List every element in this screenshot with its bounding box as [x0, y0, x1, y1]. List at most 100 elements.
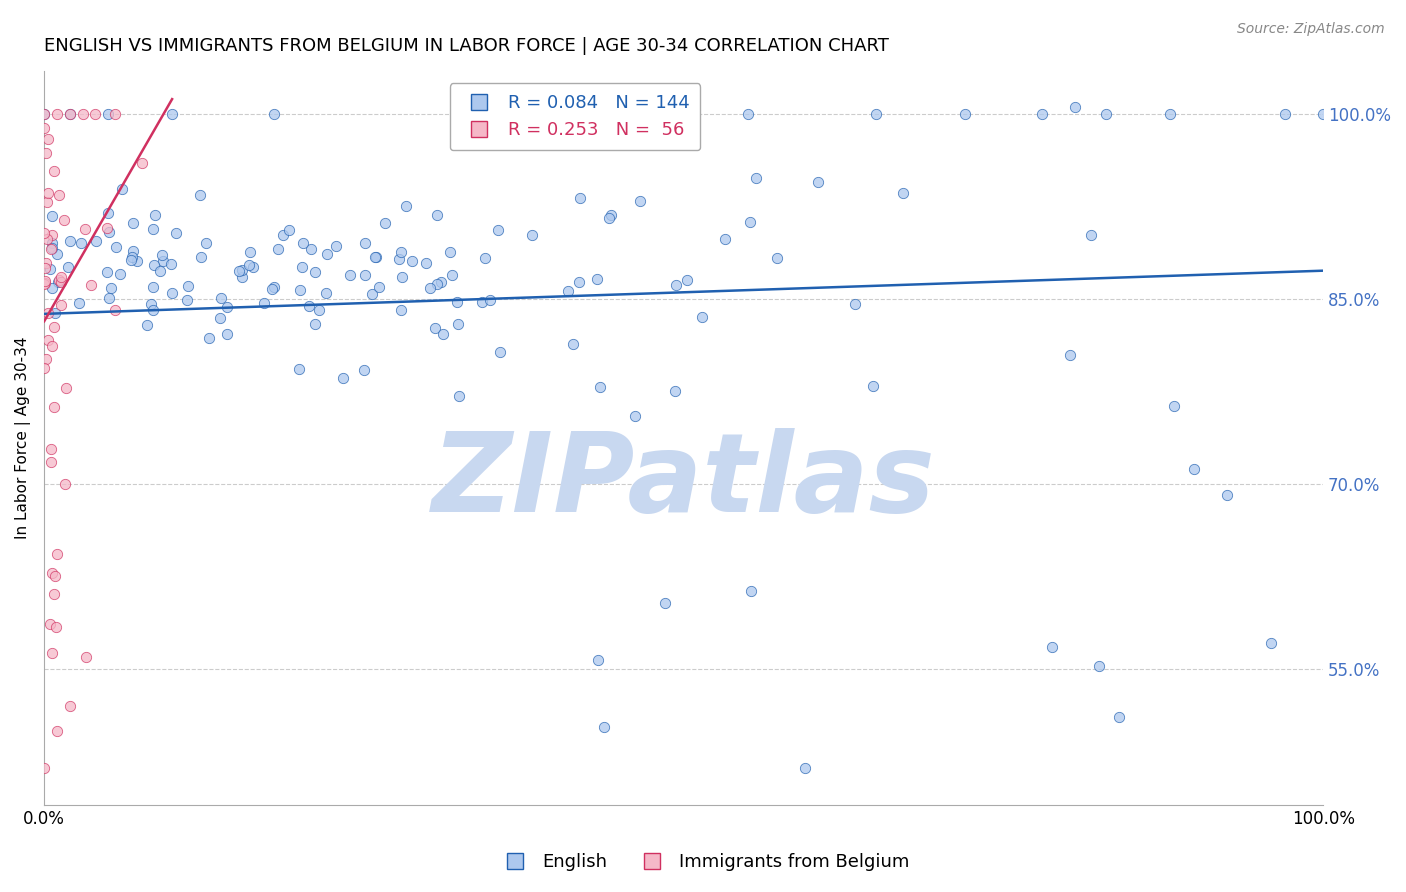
Point [446, 294, 468, 309]
Point [143, 208, 166, 222]
Point [1031, 107, 1053, 121]
Point [98, 291, 121, 305]
Point [108, 267, 131, 281]
Point [45, 620, 67, 634]
Point [807, 175, 830, 189]
Point [194, 236, 217, 251]
Point [39, 262, 62, 277]
Point [332, 371, 354, 385]
Point [325, 239, 347, 253]
Point [364, 250, 387, 264]
Point [339, 268, 361, 282]
Point [35, 145, 58, 160]
Point [111, 182, 134, 196]
Point [488, 345, 510, 359]
Point [122, 244, 145, 258]
Point [142, 303, 165, 318]
Point [474, 251, 496, 265]
Point [395, 199, 418, 213]
Point [160, 107, 183, 121]
Point [177, 279, 200, 293]
Point [72, 107, 94, 121]
Point [568, 275, 591, 289]
Point [79, 277, 101, 292]
Point [96, 265, 118, 279]
Point [152, 253, 174, 268]
Point [953, 107, 976, 121]
Point [415, 255, 437, 269]
Point [41, 566, 63, 580]
Point [664, 384, 686, 398]
Legend: R = 0.084   N = 144, R = 0.253   N =  56: R = 0.084 N = 144, R = 0.253 N = 56 [450, 84, 700, 150]
Point [298, 299, 321, 313]
Point [46, 724, 69, 739]
Point [121, 217, 143, 231]
Point [41, 338, 63, 352]
Point [103, 107, 125, 121]
Point [41, 646, 63, 660]
Y-axis label: In Labor Force | Age 30-34: In Labor Force | Age 30-34 [15, 336, 31, 539]
Point [139, 296, 162, 310]
Point [1080, 227, 1102, 242]
Point [585, 272, 607, 286]
Point [42, 587, 65, 601]
Point [32, 107, 55, 121]
Point [32, 761, 55, 775]
Point [389, 244, 412, 259]
Point [37, 334, 59, 348]
Point [104, 240, 127, 254]
Point [665, 278, 688, 293]
Point [598, 211, 620, 225]
Point [353, 235, 375, 250]
Point [41, 241, 63, 255]
Point [449, 389, 471, 403]
Point [267, 242, 290, 256]
Point [67, 295, 90, 310]
Point [48, 276, 70, 290]
Point [263, 280, 285, 294]
Point [426, 208, 449, 222]
Legend: English, Immigrants from Belgium: English, Immigrants from Belgium [489, 847, 917, 879]
Point [34, 277, 56, 291]
Point [1108, 710, 1130, 724]
Point [253, 296, 276, 310]
Point [198, 330, 221, 344]
Point [1063, 100, 1085, 114]
Point [586, 653, 609, 667]
Point [865, 107, 887, 121]
Point [231, 269, 253, 284]
Point [59, 699, 82, 714]
Point [41, 209, 63, 223]
Point [740, 215, 762, 229]
Point [1216, 488, 1239, 502]
Text: ZIPatlas: ZIPatlas [432, 428, 935, 535]
Point [97, 225, 120, 239]
Point [557, 284, 579, 298]
Point [51, 298, 73, 312]
Point [304, 265, 326, 279]
Point [737, 107, 759, 121]
Point [389, 302, 412, 317]
Point [288, 362, 311, 376]
Point [1088, 659, 1111, 673]
Point [150, 248, 173, 262]
Text: ENGLISH VS IMMIGRANTS FROM BELGIUM IN LABOR FORCE | AGE 30-34 CORRELATION CHART: ENGLISH VS IMMIGRANTS FROM BELGIUM IN LA… [44, 37, 889, 55]
Point [228, 264, 250, 278]
Point [52, 212, 75, 227]
Point [568, 191, 591, 205]
Point [127, 253, 149, 268]
Point [32, 121, 55, 136]
Point [654, 596, 676, 610]
Point [273, 228, 295, 243]
Point [176, 293, 198, 308]
Point [793, 761, 815, 775]
Point [291, 260, 314, 274]
Point [401, 253, 423, 268]
Point [97, 107, 120, 121]
Point [471, 295, 494, 310]
Point [97, 206, 120, 220]
Point [589, 380, 612, 394]
Point [32, 226, 55, 240]
Point [432, 327, 454, 342]
Point [522, 227, 544, 242]
